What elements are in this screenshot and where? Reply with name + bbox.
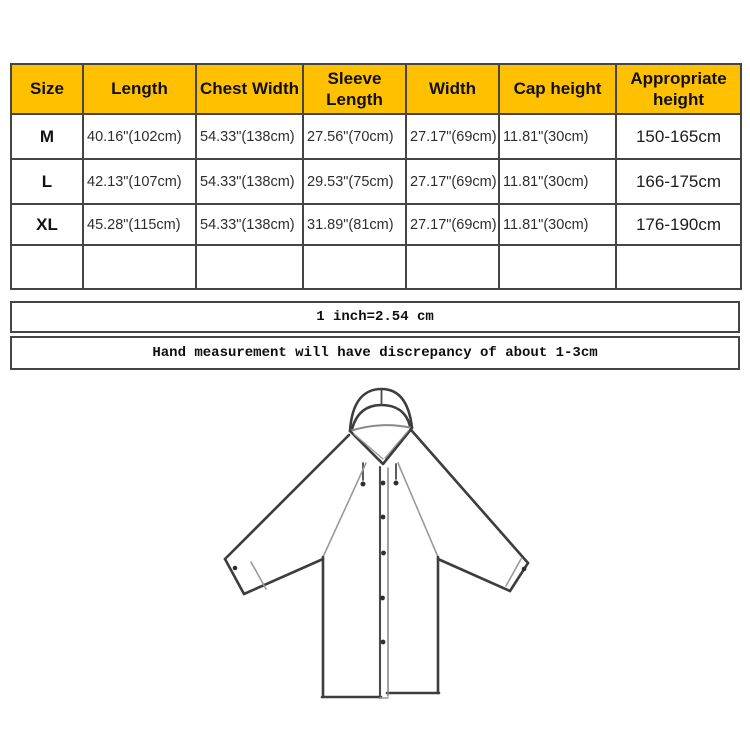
empty-cell — [10, 244, 84, 290]
empty-cell — [405, 244, 500, 290]
chest-cell: 54.33"(138cm) — [195, 203, 304, 246]
empty-cell — [615, 244, 742, 290]
header-sleeve-length: Sleeve Length — [302, 63, 407, 115]
coat-body — [320, 462, 441, 700]
header-cap-height: Cap height — [498, 63, 617, 115]
sleeve-cell: 27.56"(70cm) — [302, 113, 407, 160]
appropriate-height-cell: 176-190cm — [615, 203, 742, 246]
sleeve-cell: 29.53"(75cm) — [302, 158, 407, 205]
empty-cell — [82, 244, 197, 290]
header-length: Length — [82, 63, 197, 115]
measurement-discrepancy-note: Hand measurement will have discrepancy o… — [10, 336, 740, 370]
cuff-button-right — [521, 566, 527, 572]
size-chart-table: Size Length Chest Width Sleeve Length Wi… — [10, 63, 742, 290]
right-sleeve — [410, 429, 530, 593]
width-cell: 27.17"(69cm) — [405, 203, 500, 246]
table-row-m: M 40.16"(102cm) 54.33"(138cm) 27.56"(70c… — [10, 113, 742, 160]
empty-cell — [302, 244, 407, 290]
empty-cell — [498, 244, 617, 290]
cuff-button-left — [232, 565, 238, 571]
empty-row — [10, 244, 742, 290]
conversion-note: 1 inch=2.54 cm — [10, 301, 740, 333]
chest-cell: 54.33"(138cm) — [195, 113, 304, 160]
width-cell: 27.17"(69cm) — [405, 158, 500, 205]
drawstrings — [360, 462, 399, 487]
header-width: Width — [405, 63, 500, 115]
appropriate-height-cell: 166-175cm — [615, 158, 742, 205]
size-cell: XL — [10, 203, 84, 246]
cap-cell: 11.81"(30cm) — [498, 158, 617, 205]
appropriate-height-cell: 150-165cm — [615, 113, 742, 160]
table-row-xl: XL 45.28"(115cm) 54.33"(138cm) 31.89"(81… — [10, 203, 742, 246]
header-size: Size — [10, 63, 84, 115]
length-cell: 40.16"(102cm) — [82, 113, 197, 160]
empty-cell — [195, 244, 304, 290]
size-cell: L — [10, 158, 84, 205]
size-cell: M — [10, 113, 84, 160]
length-cell: 45.28"(115cm) — [82, 203, 197, 246]
placket-buttons — [380, 480, 386, 645]
table-row-l: L 42.13"(107cm) 54.33"(138cm) 29.53"(75c… — [10, 158, 742, 205]
sleeve-cell: 31.89"(81cm) — [302, 203, 407, 246]
header-appropriate-height: Appropriate height — [615, 63, 742, 115]
drawstring-tip-right — [393, 480, 399, 486]
left-sleeve — [223, 433, 351, 596]
drawstring-tip-left — [360, 481, 366, 487]
header-row: Size Length Chest Width Sleeve Length Wi… — [10, 63, 742, 115]
hood — [348, 387, 414, 466]
length-cell: 42.13"(107cm) — [82, 158, 197, 205]
width-cell: 27.17"(69cm) — [405, 113, 500, 160]
header-chest-width: Chest Width — [195, 63, 304, 115]
cap-cell: 11.81"(30cm) — [498, 113, 617, 160]
cap-cell: 11.81"(30cm) — [498, 203, 617, 246]
chest-cell: 54.33"(138cm) — [195, 158, 304, 205]
